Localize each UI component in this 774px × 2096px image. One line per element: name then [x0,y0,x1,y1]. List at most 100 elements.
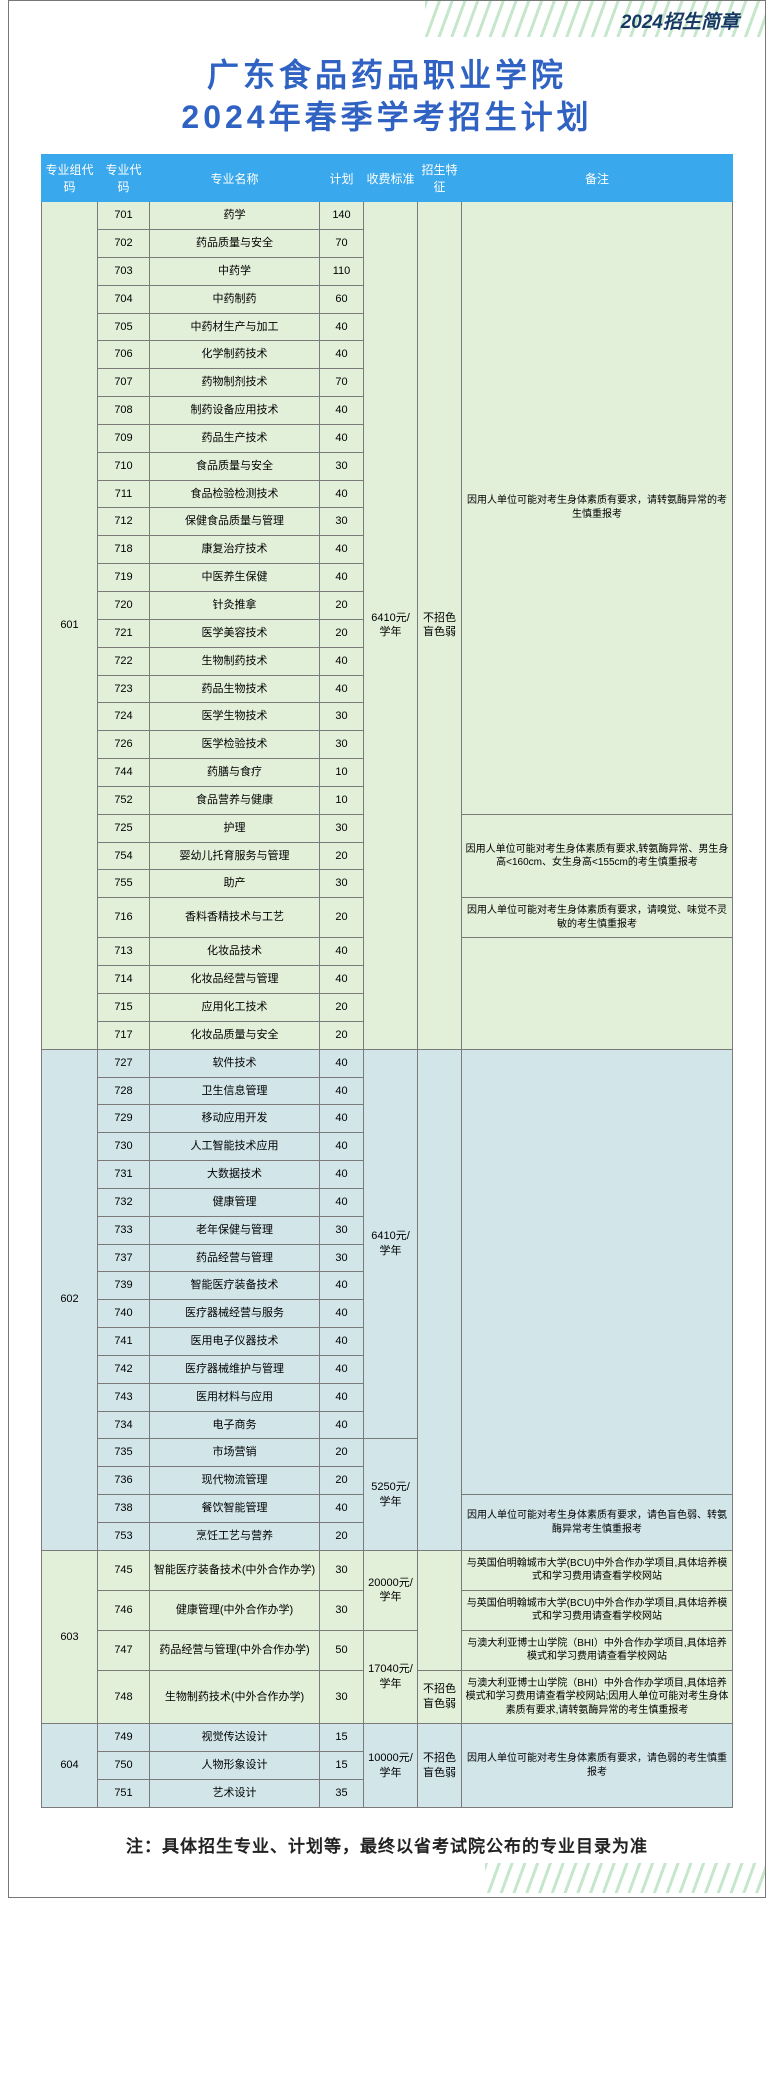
col-major-name: 专业名称 [150,155,320,202]
table-cell: 制药设备应用技术 [150,397,320,425]
header-stripe: 2024招生简章 [9,1,765,37]
table-cell: 不招色盲色弱 [418,202,462,1049]
table-cell: 现代物流管理 [150,1467,320,1495]
table-cell: 20 [320,842,364,870]
table-cell: 不招色盲色弱 [418,1670,462,1724]
table-cell: 40 [320,675,364,703]
table-cell [462,1049,733,1495]
table-cell: 754 [98,842,150,870]
table-cell: 40 [320,1383,364,1411]
table-cell: 中药学 [150,257,320,285]
table-cell: 20 [320,993,364,1021]
table-cell: 735 [98,1439,150,1467]
title-line1: 广东食品药品职业学院 [9,55,765,97]
table-cell: 健康管理(中外合作办学) [150,1590,320,1630]
table-cell: 715 [98,993,150,1021]
table-cell: 701 [98,202,150,230]
header-label: 2024招生简章 [621,7,739,34]
table-cell: 110 [320,257,364,285]
table-cell: 6410元/学年 [364,1049,418,1439]
table-cell: 40 [320,1300,364,1328]
table-cell: 医学美容技术 [150,619,320,647]
table-cell: 因用人单位可能对考生身体素质有要求，请嗅觉、味觉不灵敏的考生慎重报考 [462,898,733,938]
table-cell: 40 [320,564,364,592]
table-cell: 708 [98,397,150,425]
table-cell: 40 [320,1049,364,1077]
table-cell: 生物制药技术 [150,647,320,675]
table-cell: 10 [320,759,364,787]
table-cell: 40 [320,1272,364,1300]
table-cell: 603 [42,1550,98,1724]
table-cell: 与英国伯明翰城市大学(BCU)中外合作办学项目,具体培养模式和学习费用请查看学校… [462,1590,733,1630]
table-cell: 化妆品质量与安全 [150,1021,320,1049]
table-cell: 中药制药 [150,285,320,313]
col-remark: 备注 [462,155,733,202]
table-cell [418,1049,462,1550]
table-cell: 737 [98,1244,150,1272]
table-cell: 749 [98,1724,150,1752]
table-cell: 734 [98,1411,150,1439]
table-cell: 722 [98,647,150,675]
col-group-code: 专业组代码 [42,155,98,202]
table-cell: 702 [98,230,150,258]
table-cell: 食品营养与健康 [150,786,320,814]
table-cell: 药品生产技术 [150,424,320,452]
table-cell: 15 [320,1752,364,1780]
table-cell: 中药材生产与加工 [150,313,320,341]
table-cell: 739 [98,1272,150,1300]
table-cell: 755 [98,870,150,898]
table-cell: 食品质量与安全 [150,452,320,480]
table-cell: 40 [320,1355,364,1383]
table-cell: 药品生物技术 [150,675,320,703]
table-cell: 714 [98,966,150,994]
table-cell: 50 [320,1630,364,1670]
table-cell: 70 [320,369,364,397]
col-major-code: 专业代码 [98,155,150,202]
table-cell: 706 [98,341,150,369]
table-cell: 视觉传达设计 [150,1724,320,1752]
table-cell: 40 [320,1105,364,1133]
table-cell: 741 [98,1328,150,1356]
table-cell: 智能医疗装备技术(中外合作办学) [150,1550,320,1590]
table-cell: 728 [98,1077,150,1105]
table-cell: 742 [98,1355,150,1383]
table-cell: 10000元/学年 [364,1724,418,1808]
table-cell: 705 [98,313,150,341]
table-cell: 30 [320,452,364,480]
table-cell: 药品质量与安全 [150,230,320,258]
col-fee: 收费标准 [364,155,418,202]
table-cell: 602 [42,1049,98,1550]
table-cell: 因用人单位可能对考生身体素质有要求，请色弱的考生慎重报考 [462,1724,733,1808]
table-cell: 香料香精技术与工艺 [150,898,320,938]
table-cell: 752 [98,786,150,814]
table-cell: 20 [320,898,364,938]
table-cell: 719 [98,564,150,592]
col-plan: 计划 [320,155,364,202]
table-cell: 20 [320,592,364,620]
table-cell: 药品经营与管理 [150,1244,320,1272]
table-cell: 药膳与食疗 [150,759,320,787]
table-cell: 40 [320,938,364,966]
table-cell: 40 [320,1411,364,1439]
table-cell: 738 [98,1495,150,1523]
table-cell: 艺术设计 [150,1780,320,1808]
table-cell: 20 [320,1523,364,1551]
table-cell: 17040元/学年 [364,1630,418,1724]
table-row: 601701药学1406410元/学年不招色盲色弱因用人单位可能对考生身体素质有… [42,202,733,230]
table-cell: 保健食品质量与管理 [150,508,320,536]
table-cell: 746 [98,1590,150,1630]
table-cell: 751 [98,1780,150,1808]
table-cell: 736 [98,1467,150,1495]
table-cell: 30 [320,703,364,731]
table-cell: 40 [320,1188,364,1216]
table-cell: 与澳大利亚博士山学院（BHI）中外合作办学项目,具体培养模式和学习费用请查看学校… [462,1670,733,1724]
table-cell: 711 [98,480,150,508]
table-cell: 30 [320,1550,364,1590]
table-cell: 733 [98,1216,150,1244]
table-cell: 化妆品经营与管理 [150,966,320,994]
table-cell: 10 [320,786,364,814]
table-header-row: 专业组代码 专业代码 专业名称 计划 收费标准 招生特征 备注 [42,155,733,202]
table-cell: 753 [98,1523,150,1551]
table-cell: 70 [320,230,364,258]
table-cell: 717 [98,1021,150,1049]
